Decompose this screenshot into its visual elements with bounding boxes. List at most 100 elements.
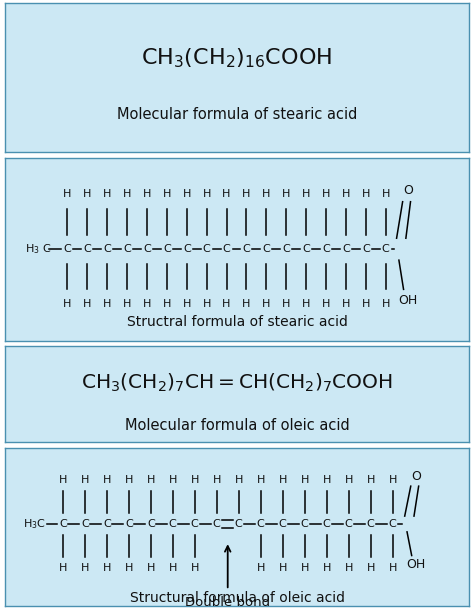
Text: C: C [103, 519, 110, 529]
Text: H: H [222, 189, 231, 199]
Text: H: H [382, 299, 390, 309]
Text: H: H [191, 563, 199, 573]
Text: H: H [256, 475, 265, 485]
Text: H$_3$C: H$_3$C [24, 517, 46, 531]
Text: H: H [322, 475, 331, 485]
Text: C: C [147, 519, 155, 529]
Text: H: H [125, 563, 133, 573]
Text: H: H [146, 563, 155, 573]
Text: H: H [191, 475, 199, 485]
Text: H: H [83, 189, 91, 199]
Text: H: H [83, 299, 91, 309]
Text: H: H [59, 563, 67, 573]
Text: H: H [301, 563, 309, 573]
Text: H: H [382, 189, 390, 199]
Text: H: H [301, 475, 309, 485]
Text: H: H [222, 299, 231, 309]
Text: H: H [163, 299, 171, 309]
Text: H: H [342, 189, 350, 199]
Text: OH: OH [399, 294, 418, 307]
Text: O: O [403, 185, 413, 197]
Text: C: C [235, 519, 243, 529]
Text: H: H [146, 475, 155, 485]
Text: C: C [389, 519, 396, 529]
Text: C: C [83, 244, 91, 254]
Text: H: H [63, 299, 72, 309]
Text: C: C [163, 244, 171, 254]
Text: H: H [102, 563, 111, 573]
Text: H: H [345, 563, 353, 573]
Text: C: C [191, 519, 199, 529]
Text: H: H [279, 475, 287, 485]
Text: C: C [342, 244, 350, 254]
Text: C: C [213, 519, 220, 529]
Text: C: C [103, 244, 111, 254]
Text: H: H [302, 299, 310, 309]
Text: H: H [202, 189, 211, 199]
Text: H: H [388, 475, 397, 485]
Text: H: H [322, 189, 330, 199]
Text: H: H [322, 563, 331, 573]
Text: H: H [63, 189, 72, 199]
Text: C: C [169, 519, 177, 529]
Text: C: C [302, 244, 310, 254]
Text: $\mathregular{CH_3(CH_2)_{16}COOH}$: $\mathregular{CH_3(CH_2)_{16}COOH}$ [141, 46, 333, 70]
Text: H: H [362, 299, 370, 309]
Text: Molecular formula of stearic acid: Molecular formula of stearic acid [117, 107, 357, 122]
Text: H: H [242, 189, 251, 199]
Text: H: H [262, 299, 271, 309]
Text: C: C [283, 244, 290, 254]
Text: H: H [262, 189, 271, 199]
Text: C: C [183, 244, 191, 254]
Text: H: H [366, 475, 375, 485]
Text: C: C [382, 244, 390, 254]
Text: H: H [302, 189, 310, 199]
Text: H: H [282, 189, 291, 199]
Text: C: C [279, 519, 287, 529]
Text: C: C [243, 244, 250, 254]
Text: H: H [345, 475, 353, 485]
Text: H: H [279, 563, 287, 573]
Text: C: C [42, 244, 50, 254]
Text: Molecular formula of oleic acid: Molecular formula of oleic acid [125, 418, 349, 432]
Text: H$_3$: H$_3$ [25, 242, 39, 256]
Text: H: H [202, 299, 211, 309]
Text: C: C [323, 519, 330, 529]
Text: H: H [163, 189, 171, 199]
Text: C: C [367, 519, 374, 529]
Text: H: H [242, 299, 251, 309]
Text: C: C [362, 244, 370, 254]
Text: H: H [169, 563, 177, 573]
Text: H: H [388, 563, 397, 573]
Text: C: C [125, 519, 133, 529]
Text: H: H [123, 189, 131, 199]
Text: H: H [256, 563, 265, 573]
Text: H: H [59, 475, 67, 485]
Text: H: H [103, 189, 111, 199]
Text: H: H [103, 299, 111, 309]
Text: C: C [59, 519, 67, 529]
Text: H: H [366, 563, 375, 573]
Text: H: H [182, 299, 191, 309]
Text: H: H [81, 563, 89, 573]
Text: H: H [143, 299, 151, 309]
Text: C: C [257, 519, 264, 529]
Text: C: C [123, 244, 131, 254]
Text: C: C [143, 244, 151, 254]
Text: H: H [282, 299, 291, 309]
Text: C: C [223, 244, 230, 254]
Text: H: H [81, 475, 89, 485]
Text: C: C [322, 244, 330, 254]
Text: C: C [345, 519, 353, 529]
Text: H: H [322, 299, 330, 309]
Text: Structural formula of oleic acid: Structural formula of oleic acid [129, 591, 345, 605]
Text: C: C [203, 244, 210, 254]
Text: H: H [342, 299, 350, 309]
Text: C: C [64, 244, 71, 254]
Text: H: H [182, 189, 191, 199]
Text: H: H [212, 475, 221, 485]
Text: H: H [235, 475, 243, 485]
Text: H: H [362, 189, 370, 199]
Text: C: C [263, 244, 270, 254]
Text: C: C [81, 519, 89, 529]
